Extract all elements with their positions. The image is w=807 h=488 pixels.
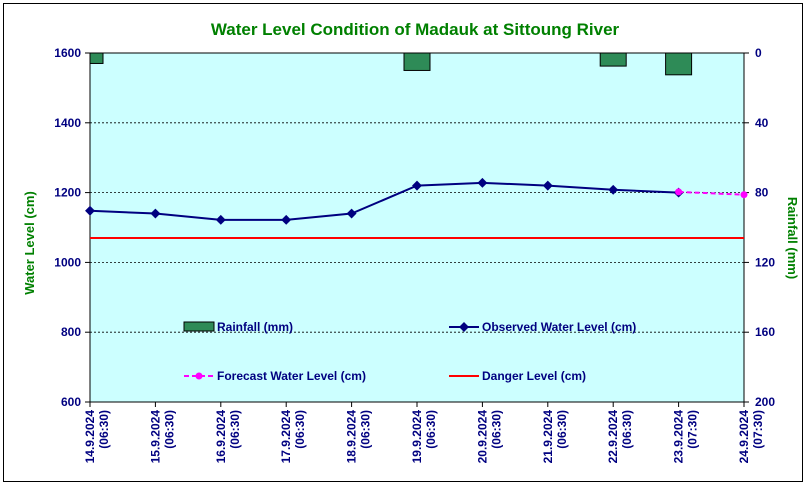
y2-tick-label: 80 xyxy=(755,186,769,200)
y2-axis-title: Rainfall (mm) xyxy=(785,197,800,279)
observed-point xyxy=(346,208,357,219)
forecast-point xyxy=(675,188,683,196)
y-tick-label: 1400 xyxy=(54,116,81,130)
x-tick-time: (06:30) xyxy=(359,410,373,449)
x-tick-date: 17.9.2024 xyxy=(279,410,293,464)
x-tick-time: (06:30) xyxy=(620,410,634,449)
x-tick-date: 14.9.2024 xyxy=(83,410,97,464)
x-tick-time: (06:30) xyxy=(555,410,569,449)
x-tick-time: (07:30) xyxy=(686,410,700,449)
rainfall-bar xyxy=(599,52,627,67)
observed-point xyxy=(608,184,619,195)
rainfall-bar xyxy=(403,52,431,71)
observed-point xyxy=(281,214,292,225)
y-tick-label: 800 xyxy=(61,325,81,339)
y-tick-label: 1200 xyxy=(54,186,81,200)
x-tick-time: (06:30) xyxy=(97,410,111,449)
legend-observed-label: Observed Water Level (cm) xyxy=(482,320,636,334)
x-tick-date: 21.9.2024 xyxy=(541,410,555,464)
x-tick-label: 14.9.2024(06:30) xyxy=(83,410,111,464)
observed-point xyxy=(477,177,488,188)
y-axis-title: Water Level (cm) xyxy=(22,191,37,295)
legend-danger-label: Danger Level (cm) xyxy=(482,369,586,383)
x-tick-date: 24.9.2024 xyxy=(737,410,751,464)
x-tick-date: 20.9.2024 xyxy=(475,410,489,464)
x-tick-date: 16.9.2024 xyxy=(214,410,228,464)
x-tick-time: (07:30) xyxy=(751,410,765,449)
forecast-water-level-line xyxy=(678,190,745,196)
x-tick-date: 15.9.2024 xyxy=(148,410,162,464)
chart-title: Water Level Condition of Madauk at Sitto… xyxy=(211,20,620,39)
y2-tick-label: 200 xyxy=(755,395,775,409)
x-tick-time: (06:30) xyxy=(162,410,176,449)
x-tick-date: 23.9.2024 xyxy=(672,410,686,464)
legend-forecast-marker xyxy=(195,372,203,380)
x-tick-date: 18.9.2024 xyxy=(345,410,359,464)
y2-tick-label: 0 xyxy=(755,46,762,60)
x-tick-time: (06:30) xyxy=(228,410,242,449)
y-tick-label: 1000 xyxy=(54,255,81,269)
observed-water-level-line xyxy=(89,181,679,221)
x-tick-label: 15.9.2024(06:30) xyxy=(148,410,176,464)
x-tick-label: 18.9.2024(06:30) xyxy=(345,410,373,464)
legend-rainfall-label: Rainfall (mm) xyxy=(217,320,293,334)
x-tick-label: 20.9.2024(06:30) xyxy=(475,410,503,464)
y2-tick-label: 160 xyxy=(755,325,775,339)
rainfall-bar xyxy=(665,52,693,76)
observed-point xyxy=(215,214,226,225)
forecast-point xyxy=(740,191,748,199)
observed-point xyxy=(412,180,422,191)
x-tick-time: (06:30) xyxy=(424,410,438,449)
legend-observed-marker xyxy=(459,322,469,332)
x-tick-time: (06:30) xyxy=(293,410,307,449)
x-tick-label: 23.9.2024(07:30) xyxy=(672,410,700,464)
x-tick-label: 16.9.2024(06:30) xyxy=(214,410,242,464)
y2-tick-label: 40 xyxy=(755,116,769,130)
x-tick-date: 19.9.2024 xyxy=(410,410,424,464)
observed-point xyxy=(85,205,95,216)
x-tick-time: (06:30) xyxy=(489,410,503,449)
observed-point xyxy=(542,180,553,191)
x-tick-label: 17.9.2024(06:30) xyxy=(279,410,307,464)
legend-rainfall-swatch xyxy=(183,321,215,332)
y-tick-label: 600 xyxy=(61,395,81,409)
rainfall-bar xyxy=(89,52,104,64)
y-tick-label: 1600 xyxy=(54,46,81,60)
x-tick-label: 19.9.2024(06:30) xyxy=(410,410,438,464)
x-tick-label: 22.9.2024(06:30) xyxy=(606,410,634,464)
legend-forecast-label: Forecast Water Level (cm) xyxy=(217,369,366,383)
x-tick-label: 21.9.2024(06:30) xyxy=(541,410,569,464)
x-tick-date: 22.9.2024 xyxy=(606,410,620,464)
observed-point xyxy=(150,208,161,219)
x-tick-label: 24.9.2024(07:30) xyxy=(737,410,765,464)
y2-tick-label: 120 xyxy=(755,255,775,269)
plot-area xyxy=(89,52,745,403)
